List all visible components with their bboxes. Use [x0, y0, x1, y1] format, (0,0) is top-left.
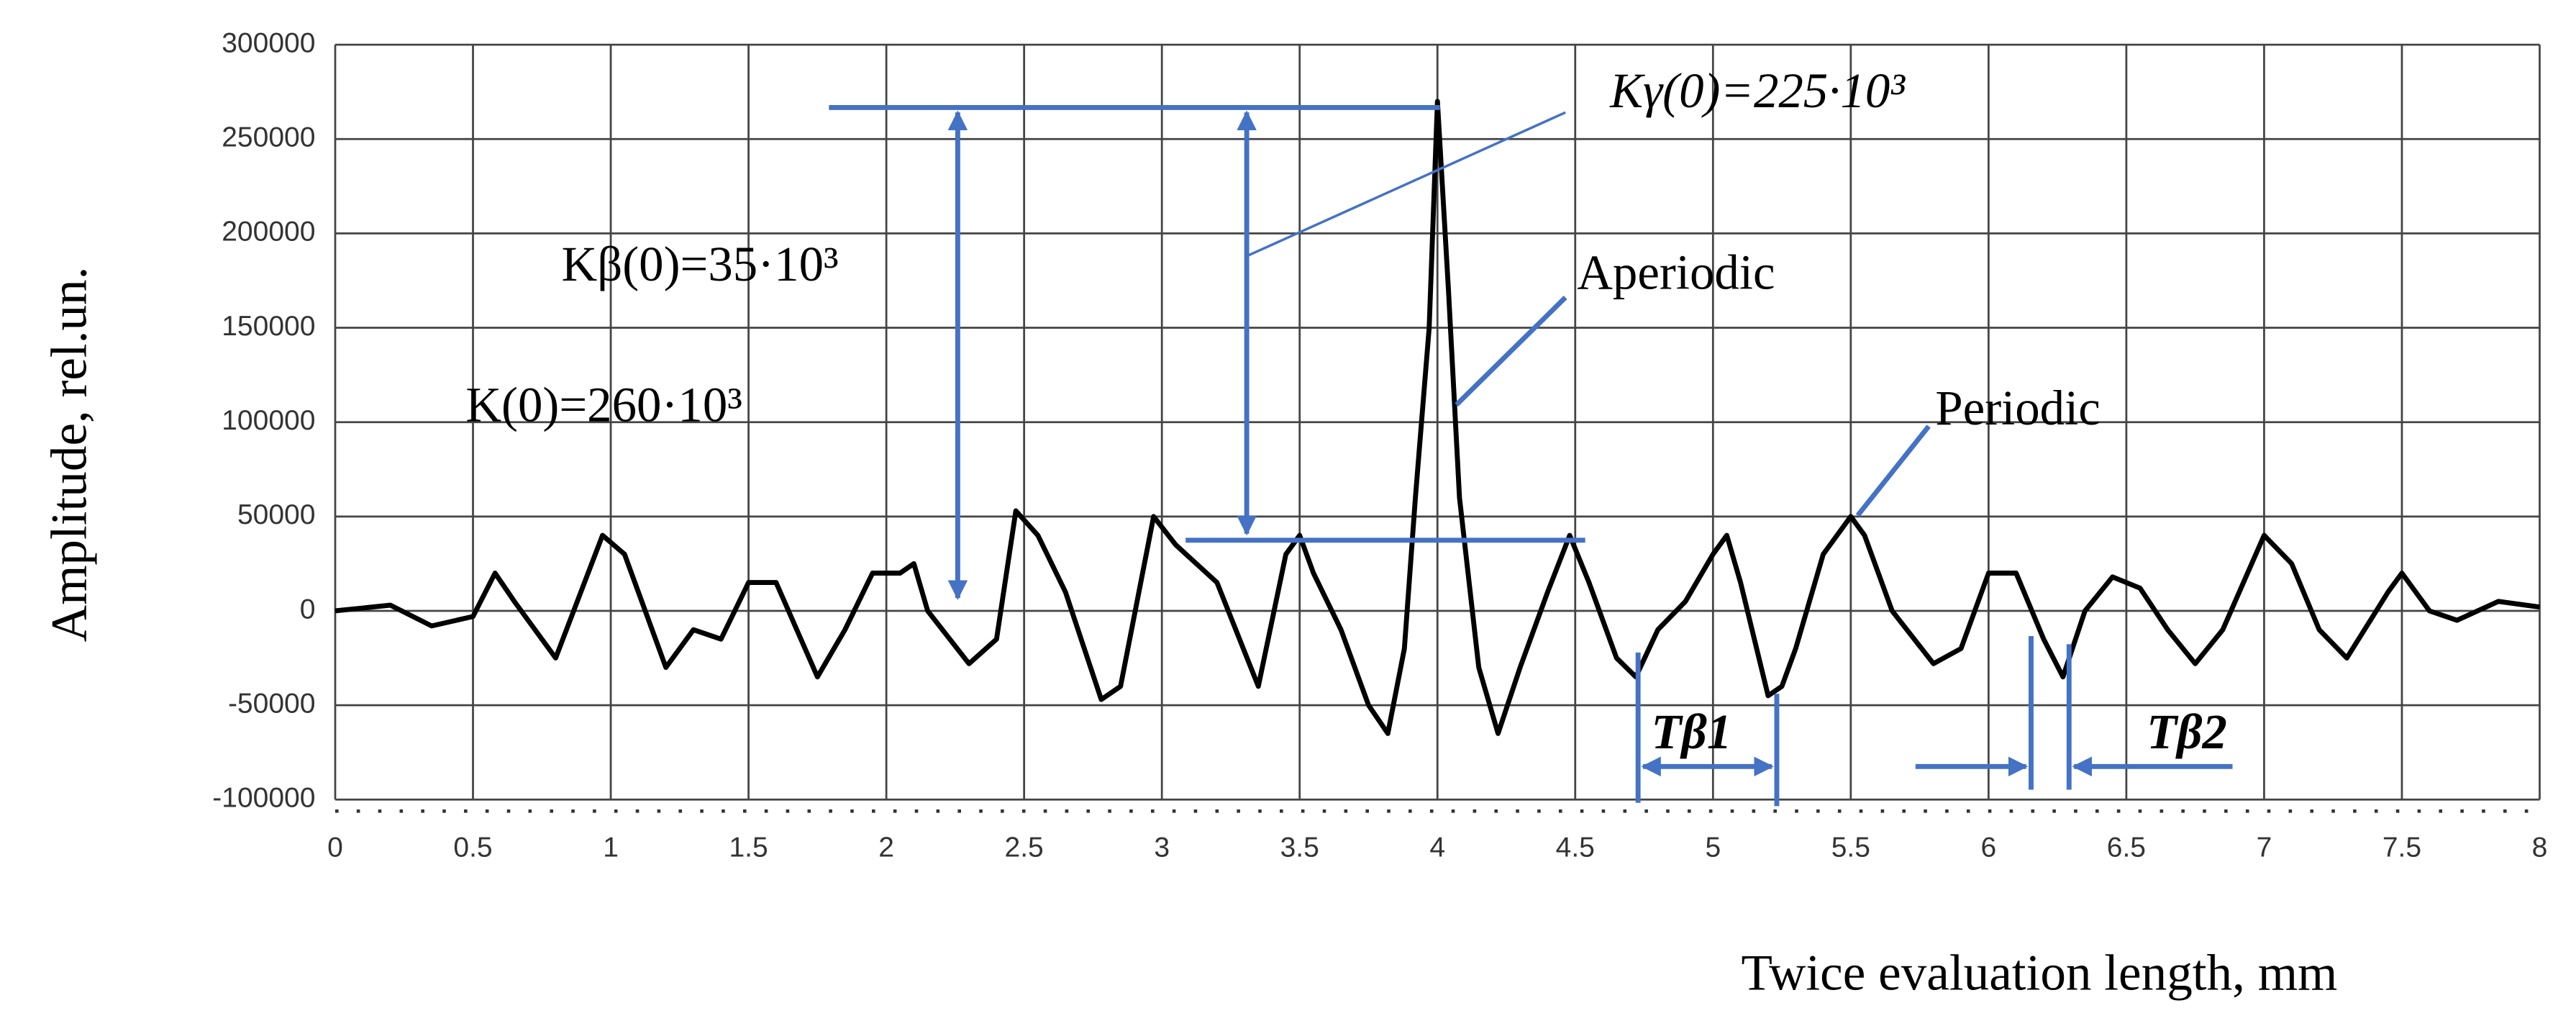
x-tick-label: 5.5: [1831, 832, 1870, 863]
annotation: Kβ(0)=35·10³: [561, 237, 838, 291]
y-axis-label: Amplitude, rel.un.: [42, 267, 98, 643]
x-tick-label: 6.5: [2107, 832, 2146, 863]
x-tick-label: 2: [878, 832, 894, 863]
x-tick-label: 4.5: [1556, 832, 1595, 863]
x-tick-label: 0: [327, 832, 343, 863]
y-tick-label: 100000: [222, 405, 315, 436]
annotation: Tβ1: [1652, 704, 1732, 759]
x-tick-label: 7: [2257, 832, 2272, 863]
leader-line: [1246, 111, 1566, 258]
y-tick-label: -50000: [228, 688, 316, 719]
y-tick-label: 250000: [222, 122, 315, 153]
x-tick-label: 3: [1154, 832, 1170, 863]
x-tick-label: 0.5: [453, 832, 492, 863]
x-tick-label: 2.5: [1005, 832, 1044, 863]
data-line: [334, 99, 2540, 736]
grid: [334, 43, 2541, 801]
x-tick-label: 7.5: [2382, 832, 2421, 863]
annotation: Periodic: [1935, 381, 2100, 435]
x-tick-label: 6: [1981, 832, 1997, 863]
y-tick-label: -100000: [212, 783, 315, 814]
x-tick-label: 8: [2532, 832, 2548, 863]
y-tick-label: 150000: [222, 311, 315, 342]
y-tick-label: 50000: [237, 499, 316, 530]
annotation: Kγ(0)=225·10³: [1609, 63, 1906, 118]
annotation: Tβ2: [2147, 704, 2227, 759]
annotation-lines: [829, 104, 2233, 807]
annotation: Aperiodic: [1577, 245, 1775, 300]
y-tick-label: 200000: [222, 217, 315, 248]
x-tick-label: 1.5: [729, 832, 768, 863]
x-axis-label: Twice evaluation length, mm: [1742, 945, 2338, 1001]
x-tick-label: 5: [1705, 832, 1721, 863]
leader-line: [1855, 425, 1931, 517]
y-tick-label: 0: [300, 594, 316, 625]
x-tick-label: 3.5: [1280, 832, 1319, 863]
leader-line: [1455, 295, 1567, 407]
annotation: K(0)=260·10³: [465, 377, 742, 432]
x-tick-label: 4: [1429, 832, 1445, 863]
y-tick-label: 300000: [222, 27, 315, 58]
x-tick-label: 1: [603, 832, 619, 863]
